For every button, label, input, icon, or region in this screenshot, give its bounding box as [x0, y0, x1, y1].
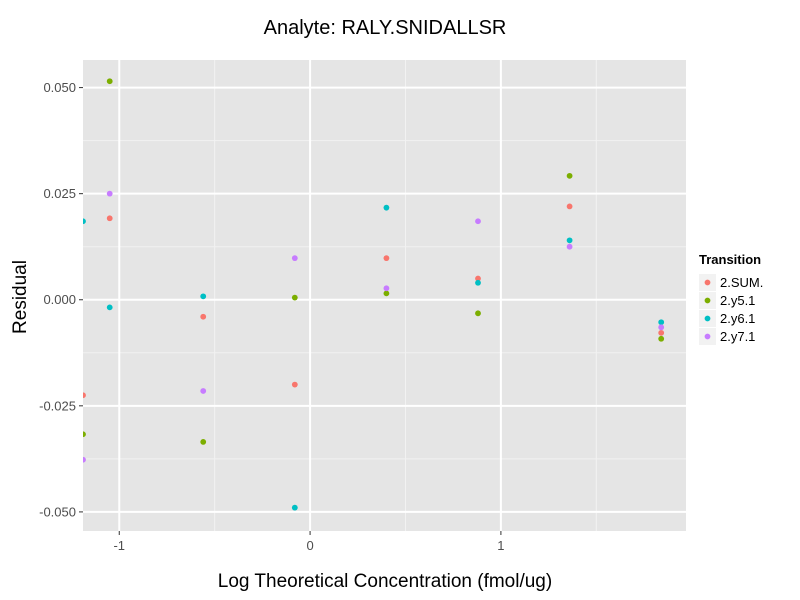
- x-tick-label: -1: [113, 538, 125, 553]
- y-tick-label: -0.025: [39, 398, 76, 413]
- data-point: [566, 243, 573, 250]
- legend-key-point: [704, 315, 711, 322]
- legend-items: 2.SUM. 2.y5.1 2.y6.1 2.y7.1: [699, 274, 763, 345]
- data-point: [106, 78, 113, 85]
- minor-gridlines: [83, 60, 686, 531]
- legend-label: 2.y6.1: [720, 311, 755, 326]
- y-axis-label: Residual: [10, 260, 31, 334]
- data-point: [658, 319, 665, 326]
- legend-label: 2.y7.1: [720, 329, 755, 344]
- data-point: [566, 237, 573, 244]
- data-point: [658, 329, 665, 336]
- data-point: [475, 310, 481, 317]
- legend-key-point: [704, 333, 711, 340]
- y-axis: -0.050 -0.025 0.000 0.025 0.050: [39, 80, 83, 519]
- data-point: [658, 335, 665, 342]
- y-tick-label: -0.050: [39, 504, 76, 519]
- data-point: [566, 172, 573, 179]
- y-tick-label: 0.050: [43, 80, 76, 95]
- data-point: [200, 313, 207, 320]
- data-point: [106, 190, 113, 197]
- data-point: [83, 392, 86, 399]
- legend-title: Transition: [699, 252, 761, 267]
- data-point: [200, 388, 207, 394]
- data-point: [83, 456, 86, 463]
- data-point: [383, 285, 390, 292]
- data-point: [83, 431, 86, 438]
- data-point: [475, 279, 481, 286]
- data-point: [475, 218, 481, 225]
- x-tick-label: 0: [306, 538, 313, 553]
- data-point: [106, 215, 113, 222]
- data-point: [566, 203, 573, 210]
- y-tick-label: 0.000: [43, 292, 76, 307]
- legend-key-point: [704, 279, 711, 286]
- data-point: [200, 438, 207, 445]
- data-point: [383, 255, 390, 262]
- chart-title: Analyte: RALY.SNIDALLSR: [264, 17, 507, 39]
- x-tick-label: 1: [497, 538, 504, 553]
- data-point: [383, 290, 390, 297]
- legend-key-point: [704, 297, 711, 304]
- data-point: [475, 275, 481, 282]
- data-point: [291, 294, 298, 301]
- data-point: [106, 304, 113, 311]
- data-point: [291, 381, 298, 388]
- data-points: [83, 78, 665, 511]
- legend-label: 2.SUM.: [720, 275, 763, 290]
- data-point: [200, 293, 207, 300]
- data-point: [291, 255, 298, 262]
- y-tick-label: 0.025: [43, 186, 76, 201]
- data-point: [658, 324, 665, 331]
- data-point: [83, 218, 86, 225]
- major-gridlines: [83, 60, 686, 531]
- x-axis: -1 0 1: [113, 531, 505, 553]
- legend: Transition 2.SUM. 2.y5.1 2.y6.1 2.y7.1: [699, 252, 763, 345]
- data-point: [383, 204, 390, 211]
- data-point: [291, 504, 298, 511]
- x-axis-label: Log Theoretical Concentration (fmol/ug): [218, 571, 552, 592]
- legend-label: 2.y5.1: [720, 293, 755, 308]
